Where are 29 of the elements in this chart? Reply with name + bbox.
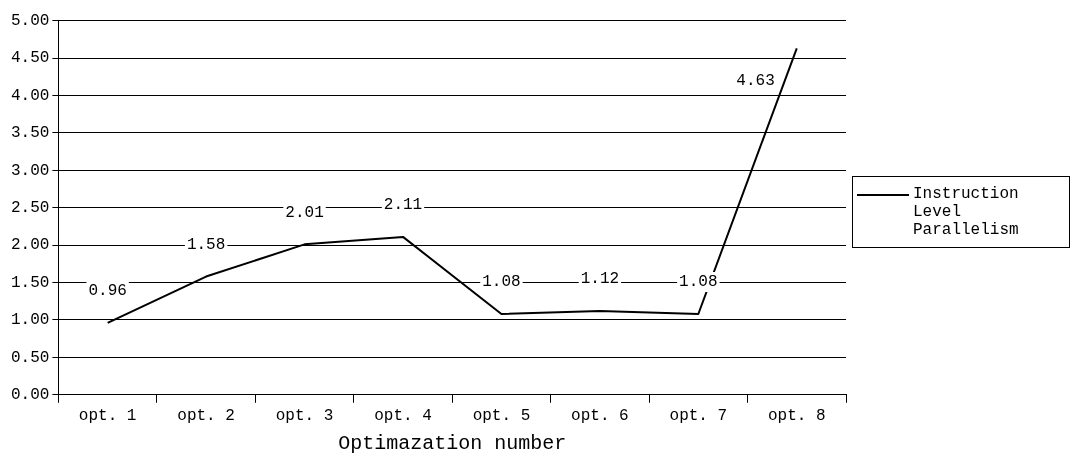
x-tick-label: opt. 7	[669, 406, 728, 425]
data-label: 1.12	[580, 270, 620, 289]
data-label: 1.08	[679, 273, 718, 292]
x-tick-label: opt. 6	[571, 406, 629, 425]
y-tick-label: 3.00	[11, 161, 50, 180]
x-tick-label: opt. 1	[78, 406, 137, 425]
y-tick-label: 4.00	[11, 86, 50, 105]
y-tick-label: 1.50	[11, 273, 50, 292]
y-tick-label: 5.00	[11, 11, 50, 30]
data-label: 4.63	[736, 71, 775, 90]
x-tick-label: opt. 5	[472, 406, 531, 425]
data-label: 0.96	[88, 282, 127, 301]
y-tick-label: 0.00	[11, 386, 50, 405]
legend-label: Instruction Level Parallelism	[913, 185, 1020, 239]
y-tick-label: 4.50	[11, 49, 50, 68]
x-axis-title: Optimazation number	[338, 432, 567, 456]
y-tick-label: 2.50	[11, 198, 50, 217]
y-tick-label: 3.50	[11, 124, 50, 143]
y-tick-label: 2.00	[11, 236, 50, 255]
data-label: 2.11	[383, 196, 423, 215]
y-tick-label: 0.50	[11, 348, 50, 367]
data-label: 2.01	[285, 203, 324, 222]
x-tick-label: opt. 3	[275, 406, 334, 425]
x-tick-label: opt. 2	[177, 406, 235, 425]
y-tick-label: 1.00	[11, 311, 50, 330]
x-tick-label: opt. 8	[767, 406, 826, 425]
data-label: 1.58	[186, 235, 226, 254]
x-tick-label: opt. 4	[374, 406, 432, 425]
data-label: 1.08	[482, 273, 521, 292]
